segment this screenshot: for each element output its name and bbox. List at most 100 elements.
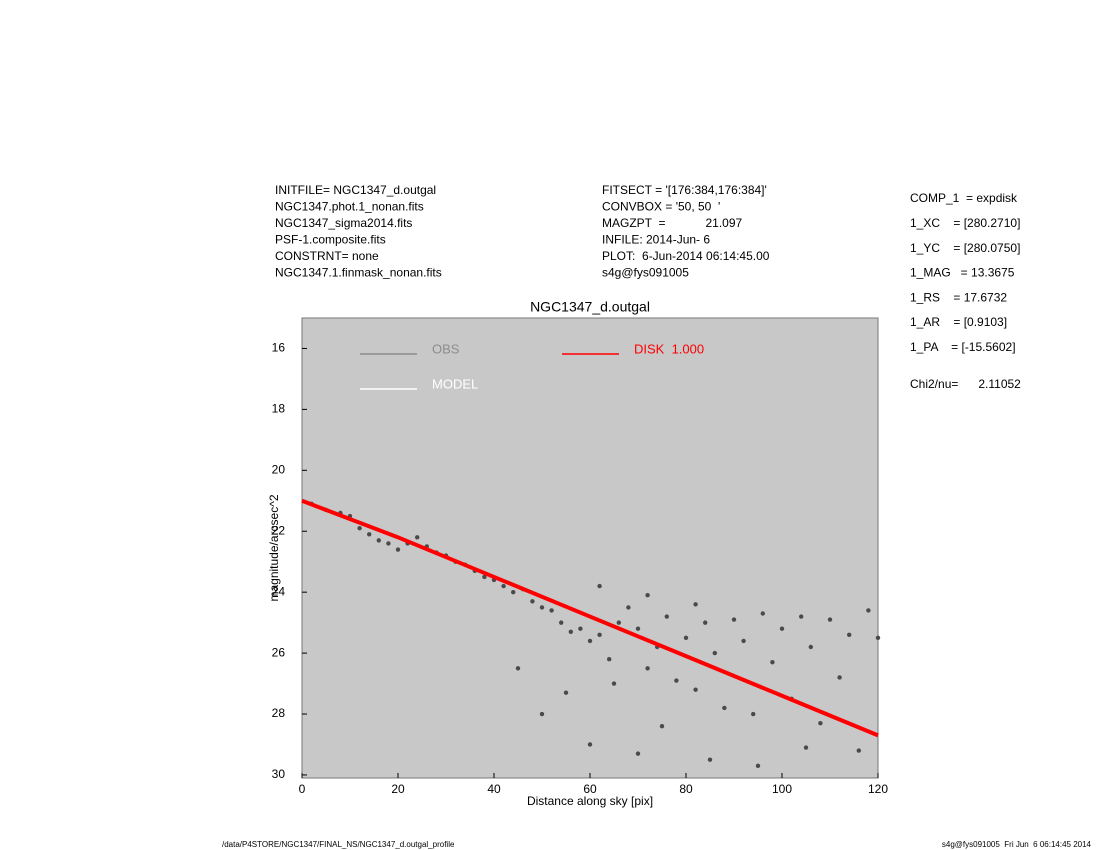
header-left: NGC1347.phot.1_nonan.fits	[275, 200, 424, 214]
x-tick-label: 100	[772, 782, 792, 796]
y-axis-label: magnitude/arcsec^2	[267, 494, 281, 601]
obs-point	[731, 617, 737, 622]
obs-point	[559, 620, 564, 625]
header-left: NGC1347_sigma2014.fits	[275, 216, 412, 230]
y-tick-label: 26	[272, 645, 286, 659]
obs-point	[770, 660, 775, 665]
obs-point	[722, 705, 727, 711]
obs-point	[563, 690, 569, 695]
obs-point	[693, 687, 698, 692]
model-line	[301, 498, 879, 738]
header-right: 1_YC = [280.0750]	[910, 241, 1020, 255]
obs-point	[415, 535, 420, 540]
obs-point	[515, 666, 521, 671]
obs-point	[501, 583, 506, 589]
header-left: PSF-1.composite.fits	[275, 233, 386, 247]
x-tick-label: 0	[299, 782, 306, 796]
obs-point	[395, 547, 401, 552]
header-left: CONSTRNT= none	[275, 249, 379, 263]
obs-point	[799, 614, 804, 619]
obs-point	[779, 626, 785, 631]
header-right: COMP_1 = expdisk	[910, 191, 1018, 205]
plot-area	[301, 317, 879, 779]
chi-square: Chi2/nu= 2.11052	[910, 377, 1021, 391]
obs-point	[635, 626, 641, 631]
obs-point	[386, 541, 391, 546]
x-tick-label: 20	[391, 782, 405, 796]
header-right: 1_RS = 17.6732	[910, 290, 1007, 304]
header-right: 1_MAG = 13.3675	[910, 266, 1015, 280]
obs-point	[827, 617, 833, 622]
obs-point	[568, 629, 573, 634]
obs-point	[659, 724, 665, 729]
obs-point	[645, 593, 650, 598]
x-tick-label: 80	[679, 782, 693, 796]
header-middle: CONVBOX = '50, 50 '	[602, 200, 720, 214]
footer-stamp: s4g@fys091005 Fri Jun 6 06:14:45 2014	[942, 840, 1092, 849]
header-left: INITFILE= NGC1347_d.outgal	[275, 183, 436, 197]
obs-point	[616, 620, 621, 625]
header-middle: INFILE: 2014-Jun- 6	[602, 233, 710, 247]
obs-point	[597, 583, 602, 589]
x-tick-label: 60	[583, 782, 597, 796]
header-right: 1_AR = [0.9103]	[910, 315, 1007, 329]
obs-point	[587, 638, 593, 644]
obs-point	[703, 620, 708, 625]
obs-point	[635, 751, 641, 756]
obs-point	[875, 635, 881, 641]
obs-point	[751, 711, 756, 717]
y-tick-label: 16	[272, 341, 286, 355]
legend-label: DISK 1.000	[634, 341, 704, 356]
obs-point	[511, 589, 516, 595]
obs-point	[856, 748, 861, 753]
obs-point	[674, 678, 679, 683]
obs-point	[578, 626, 583, 631]
obs-point	[837, 675, 842, 680]
chart-title: NGC1347_d.outgal	[530, 299, 650, 315]
x-tick-label: 120	[868, 782, 888, 796]
obs-point	[712, 650, 717, 656]
obs-point	[357, 525, 362, 531]
legend-label: MODEL	[432, 376, 478, 391]
obs-point	[626, 605, 631, 610]
obs-point	[755, 763, 761, 769]
y-tick-label: 24	[272, 584, 286, 598]
y-tick-label: 20	[272, 462, 286, 476]
obs-point	[376, 538, 381, 543]
obs-point	[645, 666, 650, 671]
obs-point	[693, 602, 698, 607]
header-right: 1_PA = [-15.5602]	[910, 340, 1016, 354]
obs-point	[539, 605, 545, 610]
header-left: NGC1347.1.finmask_nonan.fits	[275, 266, 442, 280]
obs-point	[818, 720, 823, 726]
obs-point	[549, 608, 554, 613]
legend-label: OBS	[432, 341, 460, 356]
obs-point	[847, 632, 852, 638]
header-middle: FITSECT = '[176:384,176:384]'	[602, 183, 767, 197]
obs-point	[760, 611, 765, 616]
y-tick-label: 22	[272, 523, 286, 537]
footer-path: /data/P4STORE/NGC1347/FINAL_NS/NGC1347_d…	[222, 840, 455, 849]
header-middle: MAGZPT = 21.097	[602, 216, 742, 230]
y-tick-label: 28	[272, 706, 286, 720]
obs-point	[611, 681, 617, 686]
x-axis-label: Distance along sky [pix]	[527, 794, 653, 808]
obs-point	[530, 599, 535, 604]
header-right: 1_XC = [280.2710]	[910, 216, 1020, 230]
obs-point	[367, 532, 372, 537]
obs-point	[664, 614, 669, 619]
obs-point	[607, 656, 612, 662]
obs-point	[539, 711, 545, 717]
y-tick-label: 18	[272, 402, 286, 416]
obs-point	[866, 608, 871, 613]
header-middle: PLOT: 6-Jun-2014 06:14:45.00	[602, 249, 770, 263]
obs-point	[597, 632, 602, 638]
header-middle: s4g@fys091005	[602, 266, 689, 280]
obs-point	[683, 635, 689, 641]
x-tick-label: 40	[487, 782, 501, 796]
obs-point	[803, 745, 809, 750]
obs-point	[808, 644, 813, 650]
obs-point	[482, 574, 487, 580]
obs-point	[587, 742, 593, 747]
